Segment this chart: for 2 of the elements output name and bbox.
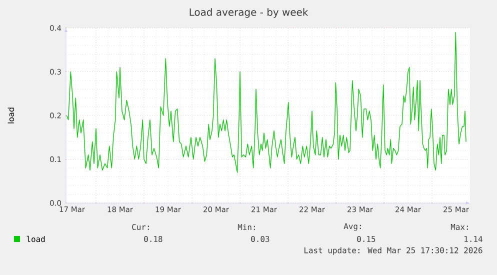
line-series bbox=[66, 32, 466, 173]
chart-title: Load average - by week bbox=[190, 8, 308, 18]
